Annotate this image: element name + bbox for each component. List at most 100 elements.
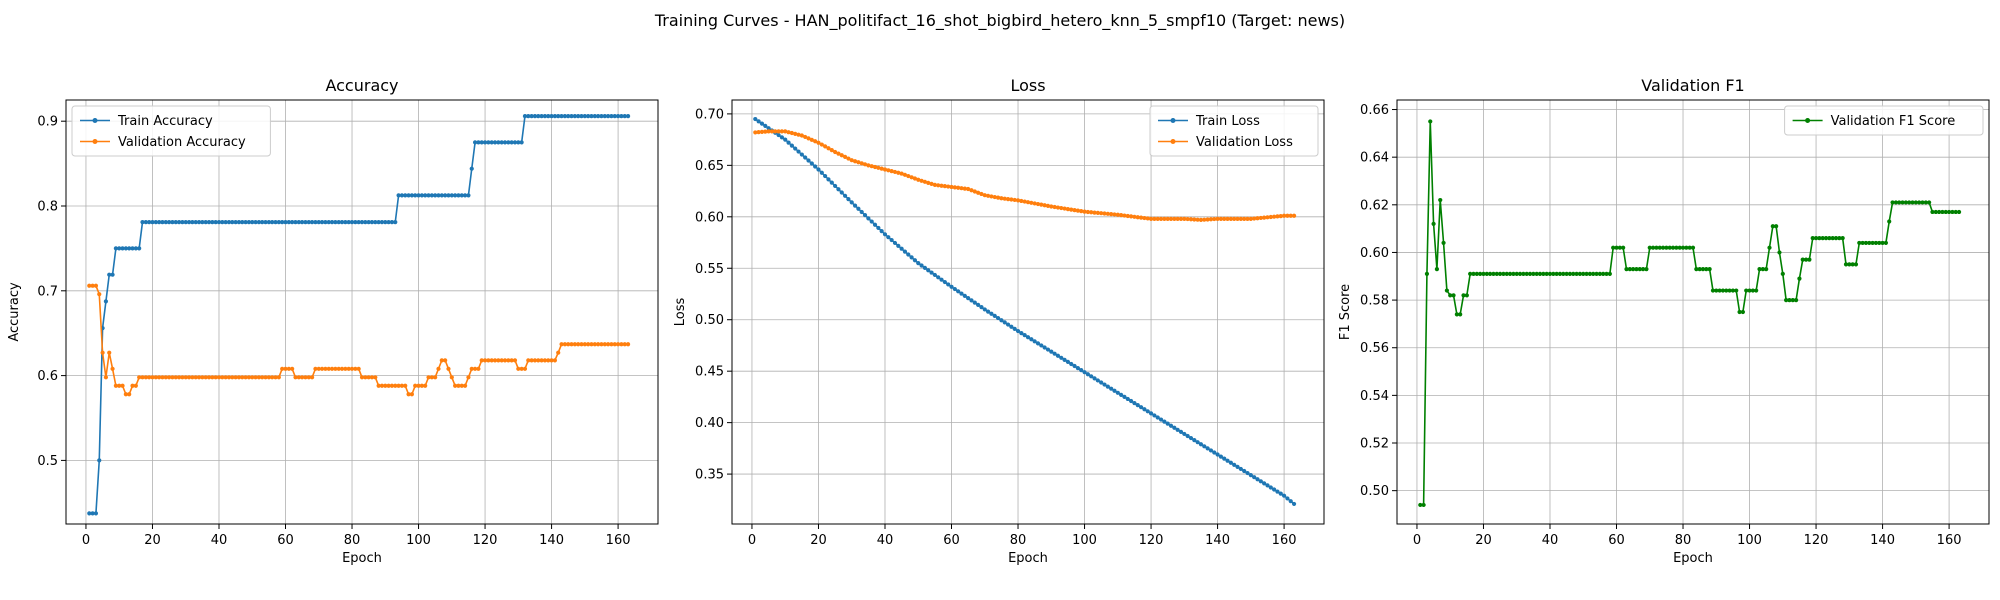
data-point: [137, 246, 142, 251]
data-point: [186, 375, 192, 380]
data-point: [1205, 217, 1210, 222]
data-point: [416, 193, 421, 198]
x-tick-label: 140: [539, 533, 564, 548]
data-point: [1122, 394, 1127, 399]
data-point: [336, 220, 341, 225]
data-point: [932, 182, 937, 187]
data-point: [1119, 213, 1124, 218]
data-point: [1268, 485, 1273, 490]
data-point: [1148, 411, 1154, 416]
data-point: [376, 220, 381, 225]
data-point: [783, 137, 788, 142]
data-point: [842, 193, 848, 198]
data-point: [1770, 224, 1775, 229]
data-point: [1009, 324, 1014, 329]
data-point: [509, 358, 514, 363]
x-tick-label: 160: [606, 533, 631, 548]
data-point: [1195, 440, 1200, 445]
x-tick-label: 40: [877, 533, 894, 548]
data-point: [283, 366, 288, 371]
data-point: [823, 173, 828, 179]
data-point: [1079, 209, 1084, 214]
x-tick-label: 0: [1413, 533, 1421, 548]
data-point: [859, 161, 864, 166]
data-point: [992, 194, 997, 200]
data-point: [1953, 209, 1958, 215]
x-tick-label: 40: [1542, 533, 1559, 548]
data-point: [210, 375, 215, 380]
data-point: [319, 366, 325, 371]
data-point: [836, 187, 841, 192]
data-point: [167, 375, 172, 380]
data-point: [516, 366, 521, 371]
data-point: [1099, 211, 1104, 216]
x-tick-label: 60: [943, 533, 960, 548]
data-point: [572, 114, 577, 119]
data-point: [366, 375, 371, 380]
data-point: [1597, 271, 1602, 276]
data-point: [1115, 212, 1120, 217]
data-point: [619, 342, 624, 347]
data-point: [433, 375, 438, 380]
data-point: [469, 166, 474, 171]
legend: Train Accuracy Validation Accuracy: [71, 105, 271, 157]
data-point: [1072, 363, 1077, 369]
data-point: [773, 129, 778, 134]
data-point: [1840, 236, 1845, 241]
data-point: [819, 142, 824, 147]
data-point: [1823, 236, 1829, 241]
data-point: [799, 133, 804, 138]
data-point: [1198, 442, 1204, 447]
y-tick-label: 0.45: [695, 365, 724, 380]
data-point: [140, 375, 145, 380]
data-point: [1029, 337, 1034, 342]
data-point: [546, 358, 551, 363]
data-point: [157, 375, 162, 380]
data-point: [932, 272, 937, 278]
data-point: [1794, 297, 1799, 303]
data-point: [539, 114, 544, 119]
x-axis-label: Epoch: [1673, 551, 1713, 566]
chart-title: Accuracy: [325, 76, 398, 95]
data-point: [436, 193, 441, 198]
data-point: [1035, 341, 1041, 346]
data-point: [339, 220, 345, 225]
data-point: [303, 220, 308, 225]
data-point: [349, 366, 355, 371]
data-point: [879, 229, 884, 234]
data-point: [226, 220, 232, 225]
data-point: [230, 220, 235, 225]
data-point: [1564, 271, 1569, 276]
data-point: [1025, 200, 1031, 205]
data-point: [1624, 267, 1629, 272]
data-point: [902, 249, 908, 254]
data-point: [270, 375, 275, 380]
data-point: [186, 220, 192, 225]
data-point: [1727, 288, 1732, 293]
data-point: [793, 146, 798, 151]
data-point: [413, 193, 418, 198]
data-point: [160, 375, 165, 380]
data-point: [107, 350, 112, 355]
data-point: [456, 193, 461, 198]
data-point: [353, 366, 358, 371]
data-point: [1039, 202, 1044, 207]
x-tick-label: 20: [810, 533, 827, 548]
axes-frame: [731, 99, 1325, 525]
data-point: [922, 265, 928, 270]
data-point: [456, 383, 461, 388]
data-point: [1208, 448, 1214, 453]
data-point: [1215, 216, 1220, 221]
data-point: [439, 358, 444, 363]
data-point: [143, 220, 148, 225]
legend: Validation F1 Score: [1784, 105, 1984, 136]
data-point: [929, 270, 934, 275]
data-point: [1617, 245, 1622, 250]
data-point: [1291, 501, 1297, 507]
data-point: [1807, 257, 1812, 262]
data-point: [1604, 271, 1609, 276]
data-point: [1005, 322, 1011, 327]
data-point: [596, 342, 601, 347]
data-point: [912, 176, 918, 181]
data-point: [763, 123, 768, 128]
